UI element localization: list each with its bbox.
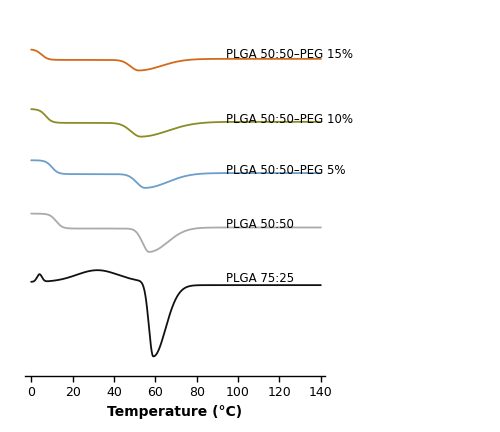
Text: PLGA 50:50: PLGA 50:50 (226, 218, 294, 231)
Text: PLGA 75:25: PLGA 75:25 (226, 272, 294, 285)
Text: PLGA 50:50–PEG 10%: PLGA 50:50–PEG 10% (226, 113, 352, 126)
Text: PLGA 50:50–PEG 5%: PLGA 50:50–PEG 5% (226, 165, 345, 178)
X-axis label: Temperature (°C): Temperature (°C) (108, 405, 242, 419)
Text: PLGA 50:50–PEG 15%: PLGA 50:50–PEG 15% (226, 48, 352, 61)
